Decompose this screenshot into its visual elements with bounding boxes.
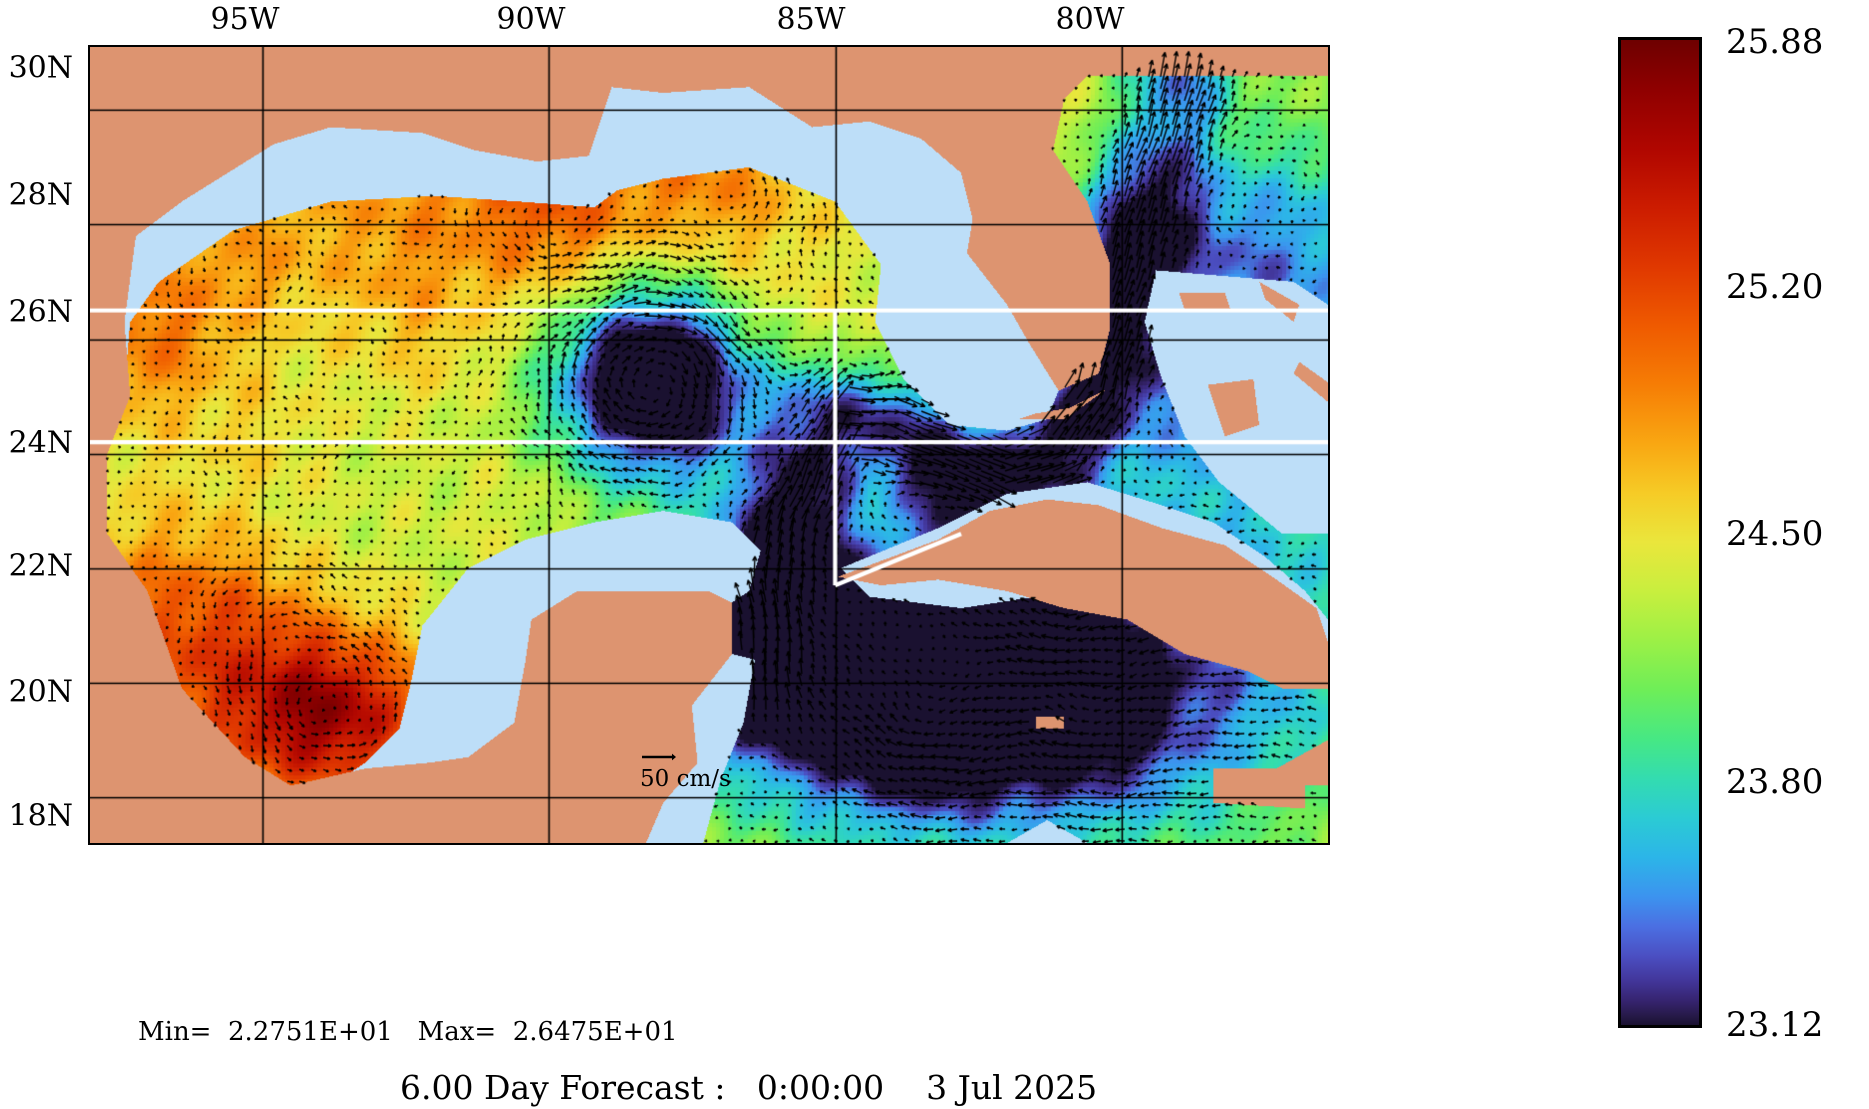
lon-tick-label-80W: 80W: [1055, 2, 1125, 37]
lat-tick-label-28N: 28N: [8, 177, 73, 213]
lat-tick-label-18N: 18N: [8, 798, 73, 834]
vector-scale-label: 50 cm/s: [640, 766, 731, 792]
min-max-annotation: Min= 2.2751E+01 Max= 2.6475E+01: [138, 1017, 678, 1047]
map-raster: [90, 47, 1328, 843]
lat-tick-label-20N: 20N: [8, 674, 73, 710]
lat-tick-label-30N: 30N: [8, 50, 73, 86]
lon-tick-label-85W: 85W: [776, 2, 846, 37]
vector-scale-arrow-icon: [642, 753, 676, 761]
sst-current-map[interactable]: 50 cm/s: [88, 45, 1330, 845]
colorbar-tick-min: 23.12: [1726, 1005, 1824, 1045]
colorbar-tick-4: 23.80: [1726, 762, 1824, 802]
lat-tick-label-24N: 24N: [8, 425, 73, 461]
colorbar-tick-max: 25.88: [1726, 22, 1824, 62]
colorbar-container: 25.88 25.20 24.50 23.80 23.12: [1618, 22, 1823, 1045]
colorbar-tick-2: 25.20: [1726, 267, 1824, 307]
lat-tick-label-22N: 22N: [8, 548, 73, 584]
colorbar-gradient: [1618, 37, 1702, 1028]
colorbar-tick-mid: 24.50: [1726, 514, 1824, 554]
lon-tick-label-95W: 95W: [210, 2, 280, 37]
lat-tick-label-26N: 26N: [8, 294, 73, 330]
lon-tick-label-90W: 90W: [496, 2, 566, 37]
forecast-title: 6.00 Day Forecast : 0:00:00 3 Jul 2025: [400, 1068, 1098, 1107]
